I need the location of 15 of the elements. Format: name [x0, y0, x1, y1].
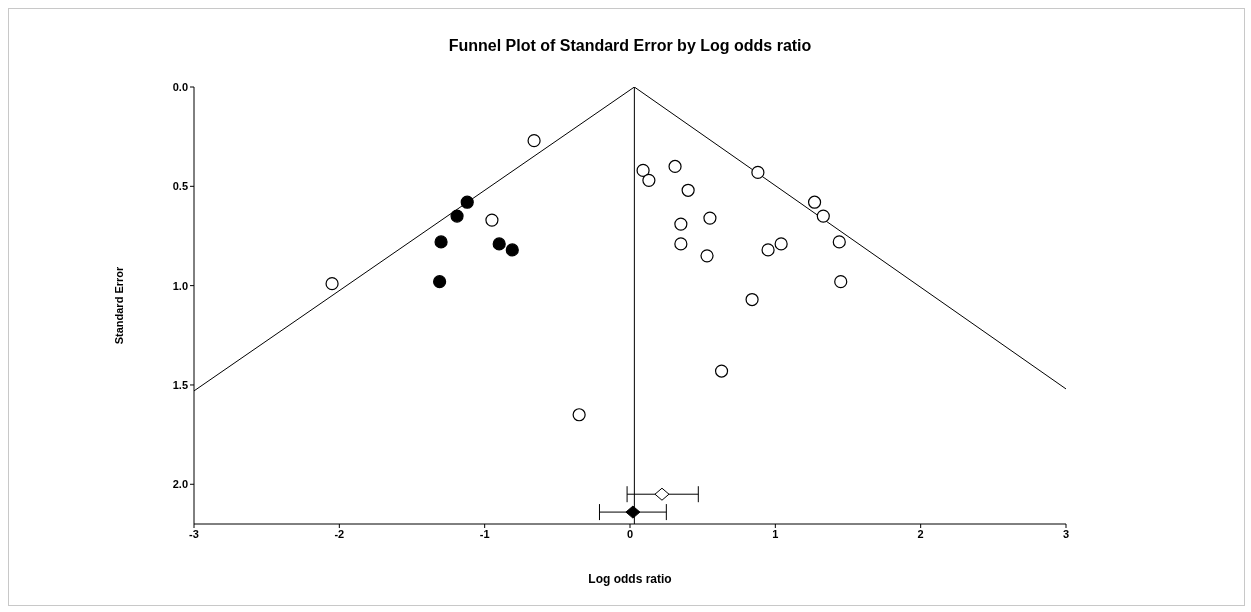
x-tick-label: -1 — [479, 527, 490, 540]
y-tick-label: 1.5 — [172, 378, 188, 391]
x-tick-label: -2 — [334, 527, 345, 540]
x-tick-label: 0 — [626, 527, 634, 540]
y-tick-label: 0.5 — [172, 180, 188, 193]
y-tick-label: 0.0 — [172, 80, 188, 93]
y-axis-title: Standard Error — [112, 265, 125, 345]
x-axis-title: Log odds ratio — [588, 571, 672, 586]
x-tick-label: -3 — [189, 527, 199, 540]
x-tick-label: 2 — [917, 527, 924, 540]
x-tick-label: 3 — [1062, 527, 1070, 540]
y-tick-label: 2.0 — [172, 478, 188, 491]
x-tick-label: 1 — [772, 527, 779, 540]
y-tick-label: 1.0 — [172, 279, 188, 292]
chart-title: Funnel Plot of Standard Error by Log odds ratio — [447, 37, 813, 55]
